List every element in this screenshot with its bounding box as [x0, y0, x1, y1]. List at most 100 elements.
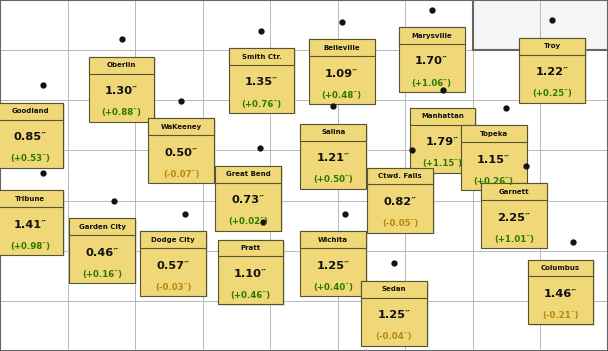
FancyBboxPatch shape: [311, 40, 376, 105]
FancyBboxPatch shape: [69, 218, 135, 284]
Text: Garden City: Garden City: [78, 224, 126, 230]
Text: 0.85″: 0.85″: [14, 132, 47, 142]
Bar: [338, 301, 406, 351]
Text: (+0.40″): (+0.40″): [313, 283, 353, 292]
Text: (+0.98″): (+0.98″): [10, 242, 50, 251]
FancyBboxPatch shape: [142, 232, 208, 298]
Bar: [0, 50, 67, 100]
Bar: [481, 183, 547, 200]
Bar: [0, 151, 67, 200]
Bar: [215, 166, 281, 183]
Bar: [270, 0, 338, 50]
Text: Oberlin: Oberlin: [107, 62, 136, 68]
Bar: [473, 100, 541, 151]
FancyBboxPatch shape: [89, 57, 154, 122]
Bar: [67, 301, 135, 351]
Bar: [541, 50, 608, 100]
Bar: [473, 151, 541, 200]
Text: Goodland: Goodland: [12, 108, 49, 114]
Bar: [202, 50, 270, 100]
Text: Marysville: Marysville: [411, 33, 452, 39]
Bar: [0, 190, 63, 207]
Bar: [473, 200, 541, 251]
FancyBboxPatch shape: [309, 39, 375, 104]
FancyBboxPatch shape: [91, 58, 156, 123]
Text: Dodge City: Dodge City: [151, 237, 195, 243]
Text: Sedan: Sedan: [382, 286, 406, 292]
Bar: [406, 0, 473, 50]
FancyBboxPatch shape: [140, 232, 206, 296]
Text: Manhattan: Manhattan: [421, 113, 464, 119]
FancyBboxPatch shape: [481, 183, 547, 249]
Text: (+1.01″): (+1.01″): [494, 235, 534, 244]
Text: 0.73″: 0.73″: [232, 195, 264, 205]
Bar: [406, 251, 473, 301]
Bar: [541, 0, 608, 50]
Bar: [202, 251, 270, 301]
Text: (+1.06″): (+1.06″): [412, 79, 452, 87]
Text: Great Bend: Great Bend: [226, 171, 271, 177]
Bar: [406, 301, 473, 351]
FancyBboxPatch shape: [367, 168, 433, 232]
Bar: [541, 151, 608, 200]
Bar: [338, 151, 406, 200]
Bar: [406, 50, 473, 100]
Bar: [218, 239, 283, 257]
Bar: [0, 102, 63, 120]
Bar: [473, 251, 541, 301]
FancyBboxPatch shape: [0, 192, 65, 256]
Bar: [135, 50, 202, 100]
Text: 1.46″: 1.46″: [544, 289, 577, 299]
Text: 1.35″: 1.35″: [245, 78, 278, 87]
Text: (+0.76″): (+0.76″): [241, 100, 282, 108]
FancyBboxPatch shape: [71, 220, 137, 284]
FancyBboxPatch shape: [528, 260, 593, 324]
Bar: [361, 281, 427, 298]
Bar: [148, 119, 214, 135]
Text: Pratt: Pratt: [240, 245, 261, 251]
Bar: [0, 301, 67, 351]
FancyBboxPatch shape: [530, 260, 595, 326]
Bar: [0, 200, 67, 251]
Bar: [67, 200, 135, 251]
FancyBboxPatch shape: [369, 168, 435, 234]
Bar: [202, 200, 270, 251]
Text: 1.25″: 1.25″: [317, 261, 350, 271]
Bar: [135, 151, 202, 200]
FancyBboxPatch shape: [230, 49, 296, 114]
Text: Wichita: Wichita: [318, 237, 348, 243]
Text: Salina: Salina: [321, 129, 345, 135]
Bar: [367, 168, 433, 185]
Bar: [338, 100, 406, 151]
Text: (-0.04″): (-0.04″): [376, 332, 412, 341]
FancyBboxPatch shape: [148, 119, 214, 184]
Bar: [0, 0, 67, 50]
Bar: [541, 301, 608, 351]
FancyBboxPatch shape: [361, 281, 427, 345]
FancyBboxPatch shape: [521, 39, 587, 104]
Text: 1.70″: 1.70″: [415, 57, 448, 66]
Bar: [229, 48, 294, 65]
FancyBboxPatch shape: [300, 232, 366, 296]
Bar: [270, 301, 338, 351]
FancyBboxPatch shape: [215, 166, 281, 231]
Bar: [473, 301, 541, 351]
FancyBboxPatch shape: [150, 119, 216, 185]
Text: Topeka: Topeka: [480, 131, 508, 137]
Bar: [338, 200, 406, 251]
Bar: [202, 301, 270, 351]
Bar: [270, 50, 338, 100]
Text: (-0.21″): (-0.21″): [542, 311, 579, 320]
Text: 1.09″: 1.09″: [325, 69, 358, 79]
Text: (+0.88″): (+0.88″): [102, 108, 142, 117]
Bar: [309, 39, 375, 57]
Bar: [461, 125, 527, 143]
Text: (+0.25″): (+0.25″): [532, 89, 572, 98]
Text: (+0.46″): (+0.46″): [230, 291, 271, 300]
Text: 1.79″: 1.79″: [426, 137, 459, 147]
Bar: [89, 57, 154, 74]
Bar: [270, 200, 338, 251]
Text: Belleville: Belleville: [323, 45, 360, 51]
FancyBboxPatch shape: [217, 167, 283, 232]
Text: (+1.15″): (+1.15″): [423, 159, 463, 168]
